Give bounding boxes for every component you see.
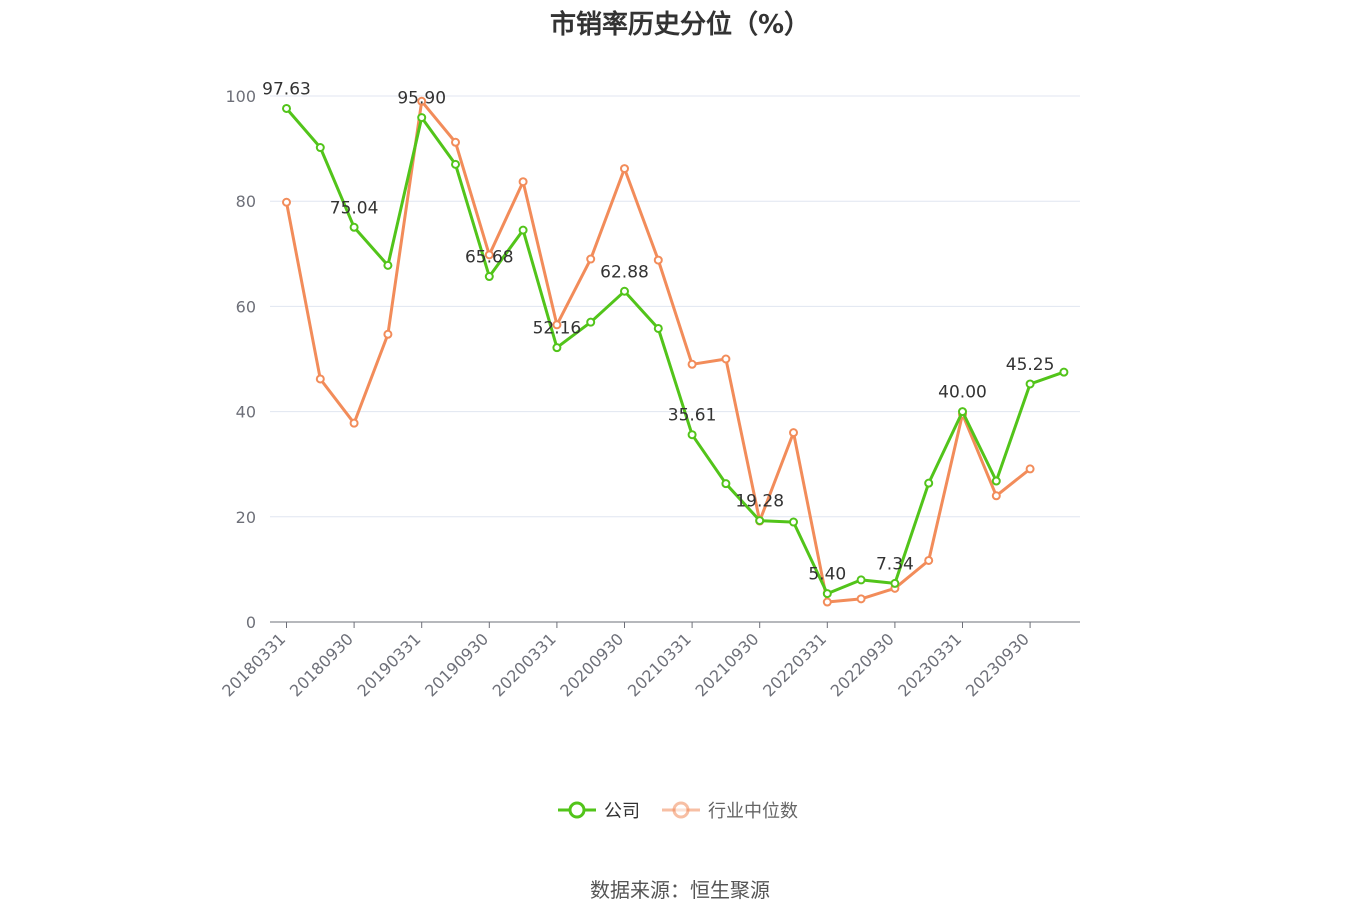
chart-title: 市销率历史分位（%）	[549, 10, 811, 40]
data-point	[518, 177, 528, 187]
data-point	[856, 594, 866, 604]
data-point	[789, 517, 798, 527]
data-label: 19.28	[735, 492, 784, 512]
data-point	[349, 222, 359, 232]
y-tick-label: 100	[225, 87, 256, 106]
data-label: 5.40	[808, 565, 846, 585]
x-tick-label: 20210930	[692, 629, 763, 700]
grid	[270, 95, 1080, 518]
data-point	[349, 418, 359, 428]
x-tick-label: 20180930	[286, 629, 357, 700]
data-point	[417, 96, 427, 106]
x-tick-label: 20190331	[354, 629, 425, 700]
data-point	[484, 250, 494, 260]
y-tick-label: 60	[236, 297, 256, 316]
data-point	[417, 113, 427, 123]
data-point	[958, 407, 967, 417]
data-label: 40.00	[938, 383, 987, 403]
data-point	[687, 359, 697, 369]
data-label: 62.88	[600, 262, 649, 282]
data-point	[315, 374, 325, 384]
data-point	[282, 197, 291, 207]
data-point	[1059, 367, 1069, 377]
data-point	[721, 479, 731, 489]
data-point	[552, 343, 562, 353]
data-point	[890, 578, 900, 588]
data-point	[789, 428, 798, 438]
data-label: 65.68	[465, 248, 514, 268]
data-point	[822, 597, 832, 607]
data-point	[552, 320, 562, 330]
legend-marker	[568, 801, 586, 819]
data-point	[653, 255, 663, 265]
data-label: 75.04	[330, 198, 379, 218]
x-tick-label: 20230331	[894, 629, 965, 700]
x-tick-label: 20220331	[759, 629, 830, 700]
x-tick-label: 20200331	[489, 629, 560, 700]
data-point	[822, 589, 832, 599]
series-line	[285, 99, 1032, 604]
legend-marker	[672, 801, 690, 819]
data-source: 数据来源：恒生聚源	[590, 878, 770, 902]
x-tick-label: 20200930	[556, 629, 627, 700]
series	[282, 96, 1069, 607]
data-point	[991, 491, 1001, 501]
data-point	[620, 286, 629, 296]
data-point	[856, 575, 866, 585]
data-point	[484, 272, 494, 282]
x-tick-label: 20220930	[827, 629, 898, 700]
data-label: 45.25	[1006, 355, 1055, 375]
data-point	[383, 329, 393, 339]
data-point	[721, 354, 731, 364]
data-point	[282, 103, 291, 113]
y-tick-label: 80	[236, 192, 256, 211]
legend-item-industry[interactable]: 行业中位数	[662, 801, 798, 822]
data-point	[451, 137, 460, 147]
legend-label: 公司	[604, 801, 640, 822]
data-point	[518, 225, 528, 235]
x-tick-label: 20180331	[218, 629, 289, 700]
data-point	[991, 476, 1001, 486]
x-tick-label: 20190930	[421, 629, 492, 700]
y-tick-label: 0	[246, 613, 256, 632]
y-tick-label: 20	[236, 508, 256, 527]
y-tick-label: 40	[236, 403, 256, 422]
data-label: 35.61	[668, 406, 717, 426]
legend[interactable]: 公司 行业中位数	[558, 801, 798, 822]
x-tick-label: 20210331	[624, 629, 695, 700]
data-point	[620, 164, 629, 174]
data-point	[755, 516, 765, 526]
data-point	[315, 143, 325, 153]
data-point	[1025, 379, 1035, 389]
series-line	[285, 107, 1065, 596]
data-label: 97.63	[262, 79, 311, 99]
data-label: 52.16	[533, 319, 582, 339]
data-point	[451, 159, 460, 169]
data-point	[653, 323, 663, 333]
data-label: 95.90	[397, 89, 446, 109]
data-point	[687, 430, 697, 440]
x-tick-label: 20230930	[962, 629, 1033, 700]
data-point	[586, 317, 596, 327]
data-point	[924, 478, 934, 488]
data-labels: 97.63 75.04 95.90 65.68 52.16 62.88 35.61 19.28…	[262, 79, 1054, 584]
data-point	[383, 260, 393, 270]
data-point	[924, 555, 934, 565]
data-point	[1025, 464, 1035, 474]
data-point	[586, 254, 596, 264]
legend-label: 行业中位数	[708, 801, 798, 822]
data-label: 7.34	[876, 554, 914, 574]
legend-item-company[interactable]: 公司	[558, 801, 640, 822]
